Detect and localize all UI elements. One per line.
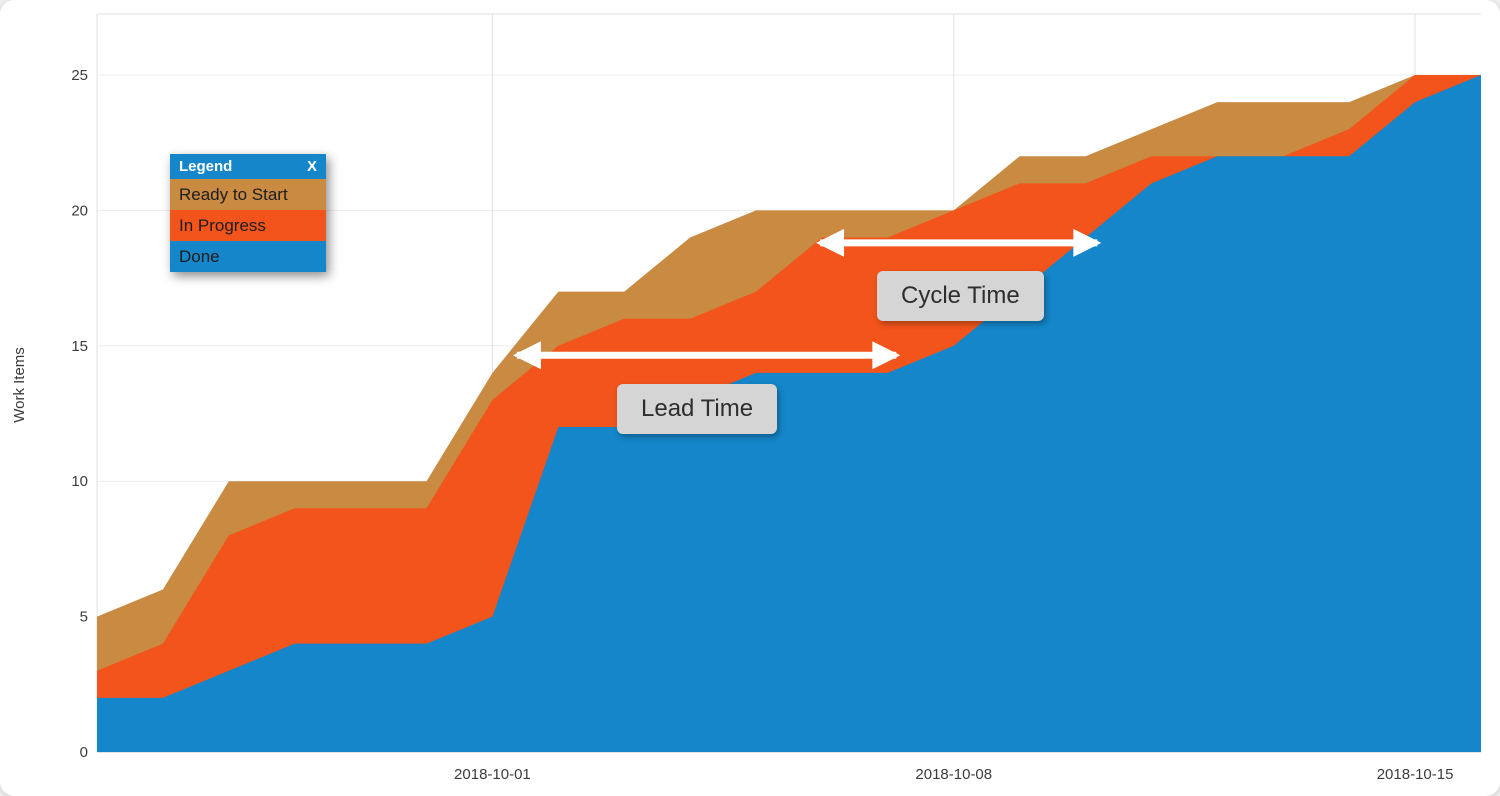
legend-item-label: In Progress <box>179 216 266 235</box>
y-tick-label: 25 <box>71 67 88 84</box>
legend-item-label: Done <box>179 247 220 266</box>
legend-header: Legend X <box>170 154 326 179</box>
x-tick-label: 2018-10-08 <box>915 766 992 783</box>
legend-title: Legend <box>179 158 233 175</box>
legend-item-done: Done <box>170 241 326 272</box>
area-done <box>97 75 1481 752</box>
legend-item-ready-to-start: Ready to Start <box>170 179 326 210</box>
legend-item-in-progress: In Progress <box>170 210 326 241</box>
x-tick-label: 2018-10-15 <box>1377 766 1454 783</box>
cycle-time-label: Cycle Time <box>877 271 1044 321</box>
lead-time-label: Lead Time <box>617 384 778 434</box>
y-tick-label: 5 <box>80 609 88 626</box>
y-tick-label: 10 <box>71 473 88 490</box>
legend-close-button[interactable]: X <box>306 158 317 175</box>
y-axis-title: Work Items <box>11 347 28 423</box>
x-tick-label: 2018-10-01 <box>454 766 531 783</box>
legend-item-label: Ready to Start <box>179 185 288 204</box>
y-tick-label: 15 <box>71 338 88 355</box>
y-tick-label: 20 <box>71 202 88 219</box>
y-tick-label: 0 <box>80 744 88 761</box>
legend-box: Legend X Ready to Start In Progress Done <box>170 154 326 272</box>
